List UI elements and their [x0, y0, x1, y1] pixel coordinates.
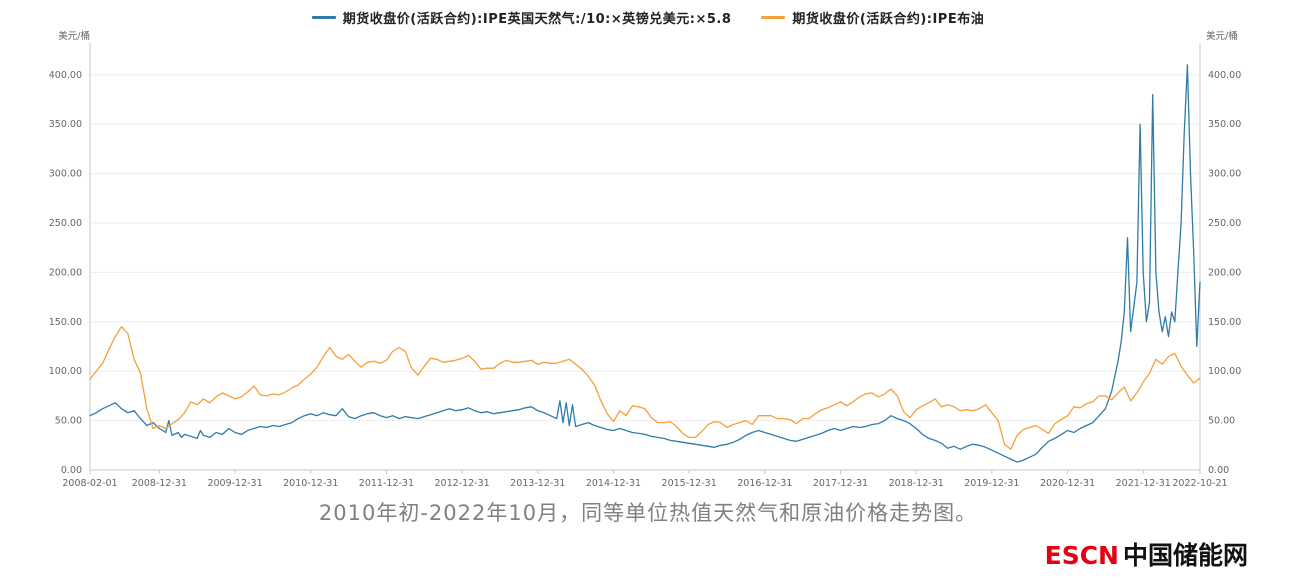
- x-tick-label: 2008-12-31: [132, 478, 187, 489]
- x-tick-label: 2009-12-31: [207, 478, 262, 489]
- x-tick-label: 2014-12-31: [586, 478, 641, 489]
- y-tick-label-right: 150.00: [1208, 317, 1241, 328]
- x-tick-label: 2018-12-31: [889, 478, 944, 489]
- price-trend-line-chart: 0.00 0.00 50.00 50.00 100.00 100.00 150.00 150.…: [49, 43, 1241, 489]
- x-tick-label: 2020-12-31: [1040, 478, 1095, 489]
- y-tick-label-right: 400.00: [1208, 70, 1241, 81]
- gas-series-swatch-icon: [311, 16, 336, 19]
- y-axis-unit-right: 美元/桶: [1206, 31, 1238, 42]
- legend-item-brent-oil[interactable]: 期货收盘价(活跃合约):IPE布油: [761, 8, 984, 27]
- y-tick-label-right: 250.00: [1208, 218, 1241, 229]
- y-tick-label-left: 100.00: [49, 366, 82, 377]
- y-tick-label-right: 0.00: [1208, 465, 1229, 476]
- logo-chinese-text: 中国储能网: [1122, 541, 1248, 570]
- y-tick-label-right: 100.00: [1208, 366, 1241, 377]
- y-tick-label-left: 250.00: [49, 218, 82, 229]
- y-tick-label-right: 300.00: [1208, 169, 1241, 180]
- escn-logo: ESCN 中国储能网: [1045, 536, 1248, 572]
- x-tick-label: 2013-12-31: [510, 478, 565, 489]
- chart-legend: 期货收盘价(活跃合约):IPE英国天然气:/10:×英镑兑美元:×5.8 期货收…: [0, 8, 1296, 27]
- y-tick-label-left: 200.00: [49, 267, 82, 278]
- y-tick-label-left: 400.00: [49, 70, 82, 81]
- x-tick-label: 2010-12-31: [283, 478, 338, 489]
- x-tick-label: 2021-12-31: [1116, 478, 1171, 489]
- gas-series-label: 期货收盘价(活跃合约):IPE英国天然气:/10:×英镑兑美元:×5.8: [342, 12, 732, 27]
- y-tick-label-left: 0.00: [61, 465, 82, 476]
- logo-escn-text: ESCN: [1044, 541, 1119, 570]
- y-tick-label-left: 300.00: [49, 169, 82, 180]
- y-tick-label-right: 50.00: [1208, 416, 1235, 427]
- x-tick-label: 2019-12-31: [964, 478, 1019, 489]
- y-tick-label-left: 350.00: [49, 119, 82, 130]
- oil-series-swatch-icon: [761, 16, 786, 19]
- natural-gas-price-line: [89, 64, 1201, 463]
- chart-caption: 2010年初-2022年10月，同等单位热值天然气和原油价格走势图。: [318, 501, 978, 525]
- x-tick-label: 2022-10-21: [1172, 478, 1227, 489]
- y-axis-unit-left: 美元/桶: [58, 31, 90, 42]
- y-tick-label-right: 350.00: [1208, 119, 1241, 130]
- x-tick-label: 2012-12-31: [434, 478, 489, 489]
- x-tick-label: 2015-12-31: [662, 478, 717, 489]
- x-tick-label: 2011-12-31: [359, 478, 414, 489]
- x-tick-label: 2016-12-31: [737, 478, 792, 489]
- y-tick-label-left: 150.00: [49, 317, 82, 328]
- x-tick-label: 2008-02-01: [62, 478, 117, 489]
- oil-series-label: 期货收盘价(活跃合约):IPE布油: [792, 12, 985, 27]
- y-tick-label-right: 200.00: [1208, 267, 1241, 278]
- y-tick-label-left: 50.00: [55, 416, 82, 427]
- x-tick-label: 2017-12-31: [813, 478, 868, 489]
- brent-oil-price-line: [89, 326, 1201, 450]
- legend-item-natural-gas[interactable]: 期货收盘价(活跃合约):IPE英国天然气:/10:×英镑兑美元:×5.8: [311, 8, 732, 27]
